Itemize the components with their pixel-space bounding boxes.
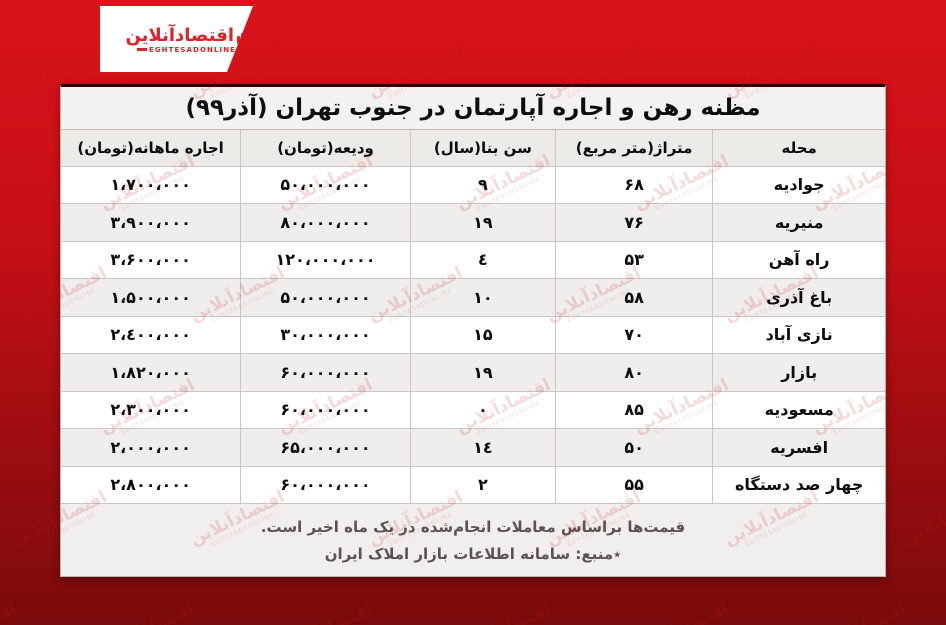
cell-age: ۱۰ bbox=[409, 278, 556, 317]
table-row: مسعودیه ۸۵ ۰ ۶۰،۰۰۰،۰۰۰ ۲،۳۰۰،۰۰۰ bbox=[61, 391, 885, 429]
cell-deposit: ۶۰،۰۰۰،۰۰۰ bbox=[240, 466, 411, 504]
logo-brand-latin: EGHTESADONLINE bbox=[148, 45, 237, 54]
cell-age: ۱۹ bbox=[409, 203, 556, 242]
cell-place: چهار صد دستگاه bbox=[712, 466, 885, 504]
cell-rent: ۲،۰۰۰،۰۰۰ bbox=[61, 428, 241, 467]
cell-area: ۸۵ bbox=[554, 391, 713, 429]
cell-rent: ۳،۹۰۰،۰۰۰ bbox=[61, 203, 241, 242]
table-title-bar: مظنه رهن و اجاره آپارتمان در جنوب تهران … bbox=[61, 87, 885, 130]
footer-notes: قیمت‌ها براساس معاملات انجام‌شده در یک م… bbox=[61, 504, 885, 576]
cell-deposit: ۵۰،۰۰۰،۰۰۰ bbox=[240, 278, 411, 317]
table-row: چهار صد دستگاه ۵۵ ۲ ۶۰،۰۰۰،۰۰۰ ۲،۸۰۰،۰۰۰ bbox=[61, 466, 885, 504]
column-header-rent: اجاره ماهانه(تومان) bbox=[61, 130, 241, 167]
column-header-age: سن بنا(سال) bbox=[409, 130, 556, 167]
price-table-card: مظنه رهن و اجاره آپارتمان در جنوب تهران … bbox=[60, 84, 886, 577]
table-row: باغ آذری ۵۸ ۱۰ ۵۰،۰۰۰،۰۰۰ ۱،۵۰۰،۰۰۰ bbox=[61, 278, 885, 317]
cell-place: منیریه bbox=[712, 203, 885, 242]
cell-rent: ۲،۳۰۰،۰۰۰ bbox=[61, 391, 241, 429]
cell-deposit: ۱۲۰،۰۰۰،۰۰۰ bbox=[240, 241, 411, 279]
logo-brand-farsi: اقتصادآنلاین bbox=[125, 24, 235, 46]
cell-place: جوادیه bbox=[712, 166, 885, 204]
cell-area: ۸۰ bbox=[554, 353, 713, 392]
table-row: بازار ۸۰ ۱۹ ۶۰،۰۰۰،۰۰۰ ۱،۸۲۰،۰۰۰ bbox=[61, 353, 885, 392]
cell-deposit: ۶۰،۰۰۰،۰۰۰ bbox=[240, 391, 411, 429]
cell-place: باغ آذری bbox=[712, 278, 885, 317]
cell-area: ۵۰ bbox=[554, 428, 713, 467]
cell-rent: ۱،۸۲۰،۰۰۰ bbox=[61, 353, 241, 392]
header-row: محله متراژ(متر مربع) سن بنا(سال) ودیعه(ت… bbox=[61, 130, 885, 167]
cell-area: ۵۳ bbox=[554, 241, 713, 279]
cell-rent: ۱،۵۰۰،۰۰۰ bbox=[61, 278, 241, 317]
column-header-deposit: ودیعه(تومان) bbox=[240, 130, 411, 167]
cell-age: ۱۵ bbox=[409, 316, 556, 354]
cell-place: نازی آباد bbox=[712, 316, 885, 354]
price-table: محله متراژ(متر مربع) سن بنا(سال) ودیعه(ت… bbox=[61, 130, 885, 504]
cell-deposit: ۸۰،۰۰۰،۰۰۰ bbox=[240, 203, 411, 242]
eghtesadonline-logo: اقتصادآنلاین EGHTESADONLINE bbox=[100, 6, 253, 72]
logo-dash-icon bbox=[136, 48, 147, 51]
cell-age: ۲ bbox=[409, 466, 556, 504]
cell-place: مسعودیه bbox=[712, 391, 885, 429]
note-source: ٭منبع: سامانه اطلاعات بازار املاک ایران bbox=[324, 544, 622, 563]
cell-age: ۱۹ bbox=[409, 353, 556, 392]
table-row: جوادیه ۶۸ ۹ ۵۰،۰۰۰،۰۰۰ ۱،۷۰۰،۰۰۰ bbox=[61, 166, 885, 204]
cell-area: ۵۵ bbox=[554, 466, 713, 504]
table-row: نازی آباد ۷۰ ۱۵ ۳۰،۰۰۰،۰۰۰ ۲،٤۰۰،۰۰۰ bbox=[61, 316, 885, 354]
cell-area: ۷۰ bbox=[554, 316, 713, 354]
table-row: افسریه ۵۰ ۱٤ ۶۵،۰۰۰،۰۰۰ ۲،۰۰۰،۰۰۰ bbox=[61, 428, 885, 467]
column-header-area: متراژ(متر مربع) bbox=[554, 130, 713, 167]
column-header-place: محله bbox=[712, 130, 885, 167]
cell-deposit: ۶۵،۰۰۰،۰۰۰ bbox=[240, 428, 411, 467]
cell-rent: ۲،٤۰۰،۰۰۰ bbox=[61, 316, 241, 354]
logo-farsi-row: اقتصادآنلاین bbox=[125, 24, 248, 46]
table-row: منیریه ۷۶ ۱۹ ۸۰،۰۰۰،۰۰۰ ۳،۹۰۰،۰۰۰ bbox=[61, 203, 885, 242]
logo-bars-icon bbox=[237, 29, 248, 46]
cell-area: ۵۸ bbox=[554, 278, 713, 317]
cell-area: ۶۸ bbox=[554, 166, 713, 204]
cell-rent: ۱،۷۰۰،۰۰۰ bbox=[61, 166, 241, 204]
cell-rent: ۲،۸۰۰،۰۰۰ bbox=[61, 466, 241, 504]
cell-age: ٤ bbox=[409, 241, 556, 279]
cell-area: ۷۶ bbox=[554, 203, 713, 242]
cell-age: ۹ bbox=[409, 166, 556, 204]
cell-deposit: ۵۰،۰۰۰،۰۰۰ bbox=[240, 166, 411, 204]
logo-latin-row: EGHTESADONLINE bbox=[136, 45, 237, 54]
table-title: مظنه رهن و اجاره آپارتمان در جنوب تهران … bbox=[185, 95, 761, 121]
cell-place: راه آهن bbox=[712, 241, 885, 279]
table-row: راه آهن ۵۳ ٤ ۱۲۰،۰۰۰،۰۰۰ ۳،۶۰۰،۰۰۰ bbox=[61, 241, 885, 279]
cell-deposit: ۶۰،۰۰۰،۰۰۰ bbox=[240, 353, 411, 392]
cell-place: افسریه bbox=[712, 428, 885, 467]
cell-place: بازار bbox=[712, 353, 885, 392]
note-price-basis: قیمت‌ها براساس معاملات انجام‌شده در یک م… bbox=[260, 517, 686, 536]
cell-deposit: ۳۰،۰۰۰،۰۰۰ bbox=[240, 316, 411, 354]
cell-age: ۰ bbox=[409, 391, 556, 429]
cell-age: ۱٤ bbox=[409, 428, 556, 467]
cell-rent: ۳،۶۰۰،۰۰۰ bbox=[61, 241, 241, 279]
